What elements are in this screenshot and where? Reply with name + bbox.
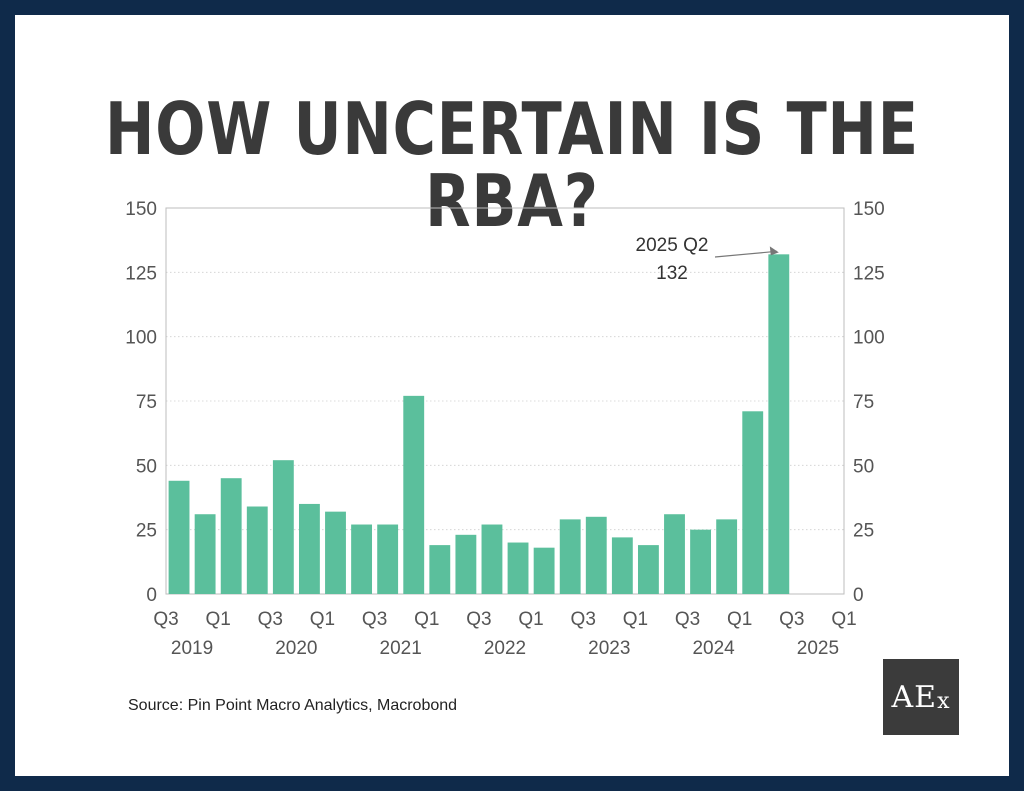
source-note: Source: Pin Point Macro Analytics, Macro… <box>128 697 458 714</box>
x-tick-label: Q3 <box>153 609 178 630</box>
y-tick-label-left: 125 <box>125 263 157 284</box>
x-tick-label: Q1 <box>414 609 439 630</box>
bar <box>429 545 451 594</box>
x-tick-label: Q1 <box>727 609 752 630</box>
annotation-label: 2025 Q2 <box>636 235 709 256</box>
y-tick-label-right: 100 <box>853 328 885 349</box>
x-tick-label: Q1 <box>205 609 230 630</box>
x-tick-label: Q1 <box>518 609 543 630</box>
bar <box>272 460 294 594</box>
x-year-label: 2021 <box>380 638 422 659</box>
bar <box>664 514 685 594</box>
annotation-value: 132 <box>656 263 688 284</box>
page-title: HOW UNCERTAIN IS THE RBA? <box>105 87 919 243</box>
y-tick-label-right: 125 <box>853 263 885 284</box>
x-year-label: 2022 <box>484 638 526 659</box>
aex-logo: AE x <box>883 659 959 735</box>
bar <box>455 534 477 594</box>
y-tick-label-right: 75 <box>853 392 874 413</box>
bar <box>768 254 790 594</box>
bar <box>690 529 712 594</box>
bar <box>246 506 268 594</box>
bar <box>559 519 581 594</box>
x-tick-label: Q3 <box>362 609 387 630</box>
y-tick-label-right: 0 <box>853 585 864 606</box>
bar <box>533 547 555 594</box>
annotation-arrow-line <box>714 250 777 258</box>
y-tick-label-left: 100 <box>125 328 157 349</box>
y-tick-label-right: 150 <box>853 199 885 220</box>
x-year-label: 2023 <box>588 638 630 659</box>
x-tick-label: Q3 <box>258 609 283 630</box>
plot-frame <box>165 207 845 595</box>
x-tick-label: Q1 <box>623 609 648 630</box>
bar <box>325 511 346 594</box>
bar <box>220 478 242 594</box>
bar <box>194 514 216 594</box>
bar-chart: 0 0 25 25 50 50 75 75 100 100 125 125 150 150 Q3 2019 Q1… <box>125 199 885 659</box>
x-year-label: 2025 <box>797 638 839 659</box>
y-tick-label-left: 75 <box>136 392 157 413</box>
x-tick-label: Q1 <box>310 609 335 630</box>
x-tick-label: Q1 <box>831 609 856 630</box>
x-tick-label: Q3 <box>779 609 804 630</box>
bar <box>585 516 607 594</box>
bar <box>716 519 738 594</box>
logo-text-sub: x <box>937 688 951 714</box>
y-tick-label-left: 50 <box>136 456 157 477</box>
x-year-label: 2019 <box>171 638 213 659</box>
bar <box>481 524 503 594</box>
card: HOW UNCERTAIN IS THE RBA? 0 0 25 25 50 50 75 75… <box>15 15 1009 776</box>
bar <box>403 395 425 594</box>
annotation-arrowhead <box>769 246 779 256</box>
x-tick-label: Q3 <box>466 609 491 630</box>
bar <box>611 537 633 594</box>
bar <box>742 411 764 594</box>
x-tick-label: Q3 <box>675 609 700 630</box>
bar <box>507 542 529 594</box>
y-tick-label-right: 50 <box>853 456 874 477</box>
bar <box>168 480 190 594</box>
bar <box>298 503 320 594</box>
x-tick-label: Q3 <box>571 609 596 630</box>
bar <box>377 524 399 594</box>
x-year-label: 2020 <box>275 638 317 659</box>
bar <box>351 524 373 594</box>
y-tick-label-left: 0 <box>146 585 157 606</box>
bar <box>637 545 659 594</box>
y-tick-label-left: 150 <box>125 199 157 220</box>
y-tick-label-left: 25 <box>136 521 157 542</box>
x-year-label: 2024 <box>692 638 735 659</box>
logo-text: AE <box>891 679 938 715</box>
y-tick-label-right: 25 <box>853 521 874 542</box>
